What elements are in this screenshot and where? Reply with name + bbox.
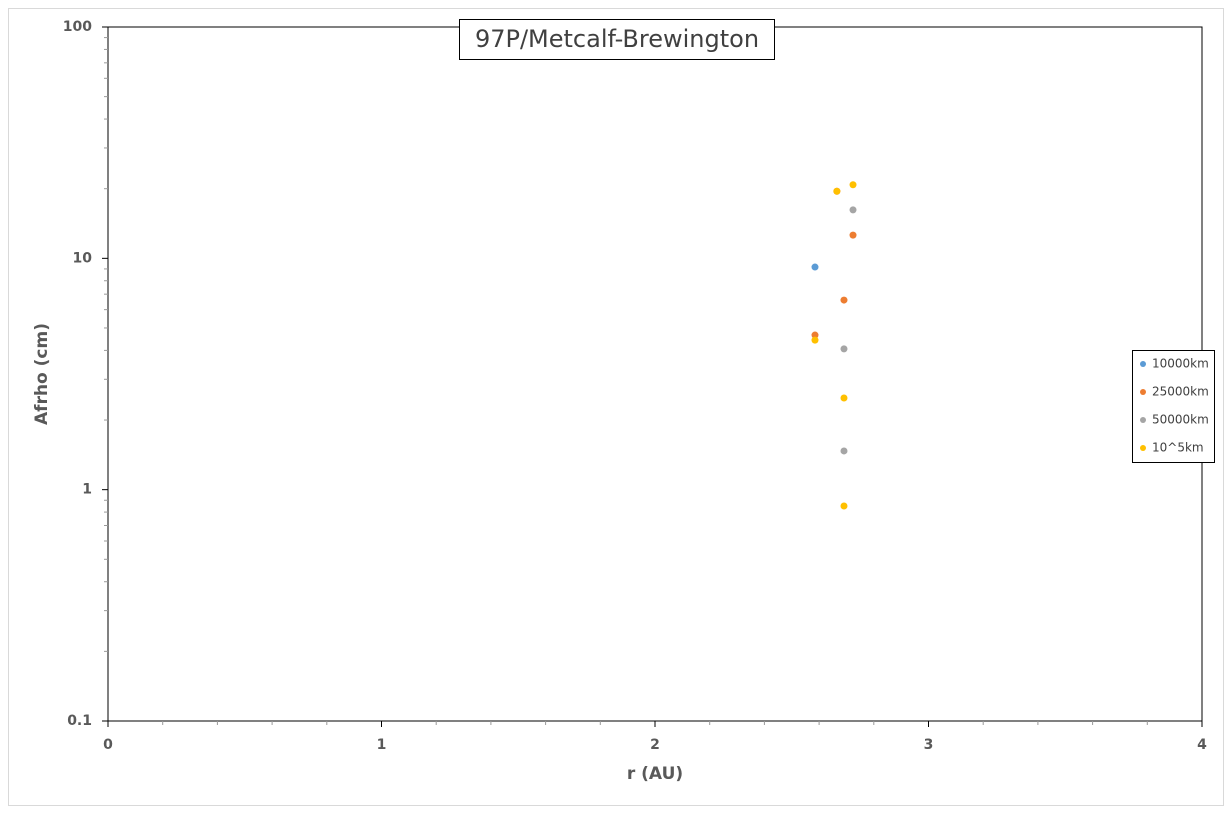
y-tick-label: 1: [82, 482, 92, 498]
point: [840, 502, 848, 510]
y-axis-label: Afrho (cm): [32, 323, 52, 425]
x-tick-label: 4: [1197, 737, 1207, 753]
point: [849, 181, 857, 189]
legend: [1132, 350, 1215, 463]
x-tick-label: 1: [377, 737, 387, 753]
x-tick-label: 0: [103, 737, 113, 753]
legend-label: 50000km: [1152, 413, 1209, 427]
legend-marker: [1140, 445, 1146, 451]
point: [833, 187, 841, 195]
y-tick-label: 100: [63, 19, 92, 35]
legend-marker: [1140, 389, 1146, 395]
legend-marker: [1140, 361, 1146, 367]
point: [811, 331, 819, 339]
point: [840, 296, 848, 304]
x-tick-label: 2: [650, 737, 660, 753]
point: [849, 206, 857, 214]
x-axis-label: r (AU): [627, 764, 683, 784]
y-tick-label: 10: [73, 250, 93, 266]
point: [811, 336, 819, 344]
chart-title: 97P/Metcalf-Brewington: [475, 25, 759, 53]
legend-label: 10000km: [1152, 357, 1209, 371]
point: [840, 345, 848, 353]
x-tick-label: 3: [924, 737, 934, 753]
point: [811, 263, 819, 271]
y-tick-label: 0.1: [67, 713, 92, 729]
legend-marker: [1140, 417, 1146, 423]
legend-label: 10^5km: [1152, 441, 1204, 455]
chart-frame: [8, 8, 1224, 806]
legend-label: 25000km: [1152, 385, 1209, 399]
title-box: [459, 19, 775, 60]
point: [849, 231, 857, 239]
point: [840, 394, 848, 402]
point: [840, 447, 848, 455]
